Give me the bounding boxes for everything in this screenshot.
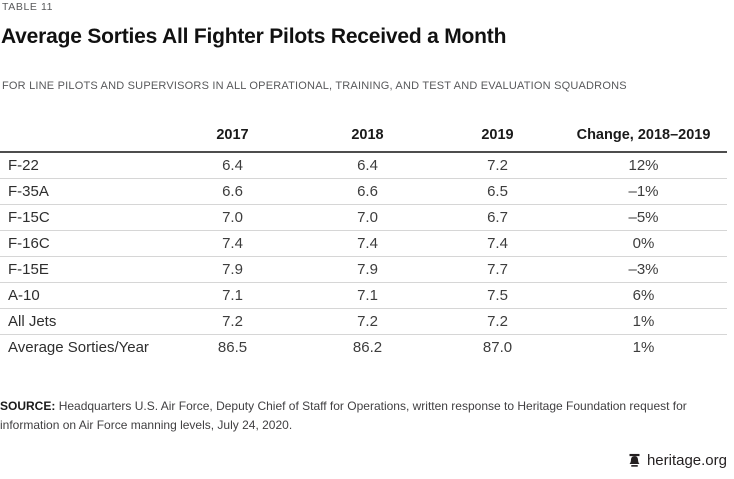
cell-change: 12% <box>560 152 727 179</box>
brand-site: heritage.org <box>646 452 727 469</box>
cell-2018: 86.2 <box>352 338 383 356</box>
cell-change: 0% <box>560 230 727 257</box>
row-label: A-10 <box>0 282 165 309</box>
cell-2018: 7.2 <box>300 308 435 335</box>
cell-2018: 6.6 <box>300 178 435 205</box>
cell-2019: 7.5 <box>435 282 560 309</box>
cell-2017: 6.6 <box>165 178 300 205</box>
cell-2017: 86.5 <box>217 338 248 356</box>
row-label: Average Sorties/Year <box>8 338 149 356</box>
cell-2017: 7.2 <box>165 308 300 335</box>
table-row: All Jets 7.2 7.2 7.2 1% <box>0 308 727 335</box>
cell-2017: 7.9 <box>165 256 300 283</box>
source-text: Headquarters U.S. Air Force, Deputy Chie… <box>0 399 687 432</box>
cell-2018: 7.1 <box>300 282 435 309</box>
row-label: All Jets <box>0 308 165 335</box>
cell-change: –1% <box>560 178 727 205</box>
table-row: F-22 6.4 6.4 7.2 12% <box>0 152 727 179</box>
table-row: F-15E 7.9 7.9 7.7 –3% <box>0 256 727 283</box>
column-header-empty <box>0 121 165 153</box>
cell-2018: 6.4 <box>300 152 435 179</box>
cell-2019: 7.2 <box>435 152 560 179</box>
figure-subtitle: FOR LINE PILOTS AND SUPERVISORS IN ALL O… <box>2 80 627 92</box>
column-header-2018: 2018 <box>300 121 435 153</box>
row-label: F-15E <box>0 256 165 283</box>
cell-2019: 7.7 <box>435 256 560 283</box>
column-header-2017: 2017 <box>165 121 300 153</box>
source-label: SOURCE: <box>0 399 56 413</box>
cell-2018: 7.0 <box>300 204 435 231</box>
cell-2017: 7.1 <box>165 282 300 309</box>
cell-change: –3% <box>560 256 727 283</box>
cell-change: 1% <box>560 308 727 335</box>
column-header-2019: 2019 <box>435 121 560 153</box>
cell-2017: 6.4 <box>165 152 300 179</box>
table-row: Average Sorties/Year 86.5 86.2 87.0 1% <box>0 334 727 360</box>
cell-change: 6% <box>560 282 727 309</box>
cell-2017: 7.0 <box>165 204 300 231</box>
cell-2018: 7.4 <box>300 230 435 257</box>
figure-title: Average Sorties All Fighter Pilots Recei… <box>1 25 507 48</box>
cell-2019: 6.5 <box>435 178 560 205</box>
table-row: F-16C 7.4 7.4 7.4 0% <box>0 230 727 257</box>
cell-change: 1% <box>632 338 655 356</box>
cell-2019: 6.7 <box>435 204 560 231</box>
sorties-table: 2017 2018 2019 Change, 2018–2019 F-22 6.… <box>0 121 727 360</box>
column-header-change: Change, 2018–2019 <box>560 121 727 153</box>
source-note: SOURCE: Headquarters U.S. Air Force, Dep… <box>0 397 706 434</box>
cell-2019: 7.4 <box>435 230 560 257</box>
row-label: F-15C <box>0 204 165 231</box>
table-row: F-15C 7.0 7.0 6.7 –5% <box>0 204 727 231</box>
cell-2017: 7.4 <box>165 230 300 257</box>
row-label: F-16C <box>0 230 165 257</box>
heritage-brand: heritage.org <box>627 452 727 469</box>
cell-2019: 87.0 <box>482 338 513 356</box>
cell-change: –5% <box>560 204 727 231</box>
liberty-bell-icon <box>627 453 642 468</box>
table-row: F-35A 6.6 6.6 6.5 –1% <box>0 178 727 205</box>
cell-2018: 7.9 <box>300 256 435 283</box>
row-label: F-35A <box>0 178 165 205</box>
row-label: F-22 <box>0 152 165 179</box>
cell-2019: 7.2 <box>435 308 560 335</box>
table-row: A-10 7.1 7.1 7.5 6% <box>0 282 727 309</box>
table-number-label: TABLE 11 <box>2 1 54 13</box>
table-header-row: 2017 2018 2019 Change, 2018–2019 <box>0 121 727 153</box>
